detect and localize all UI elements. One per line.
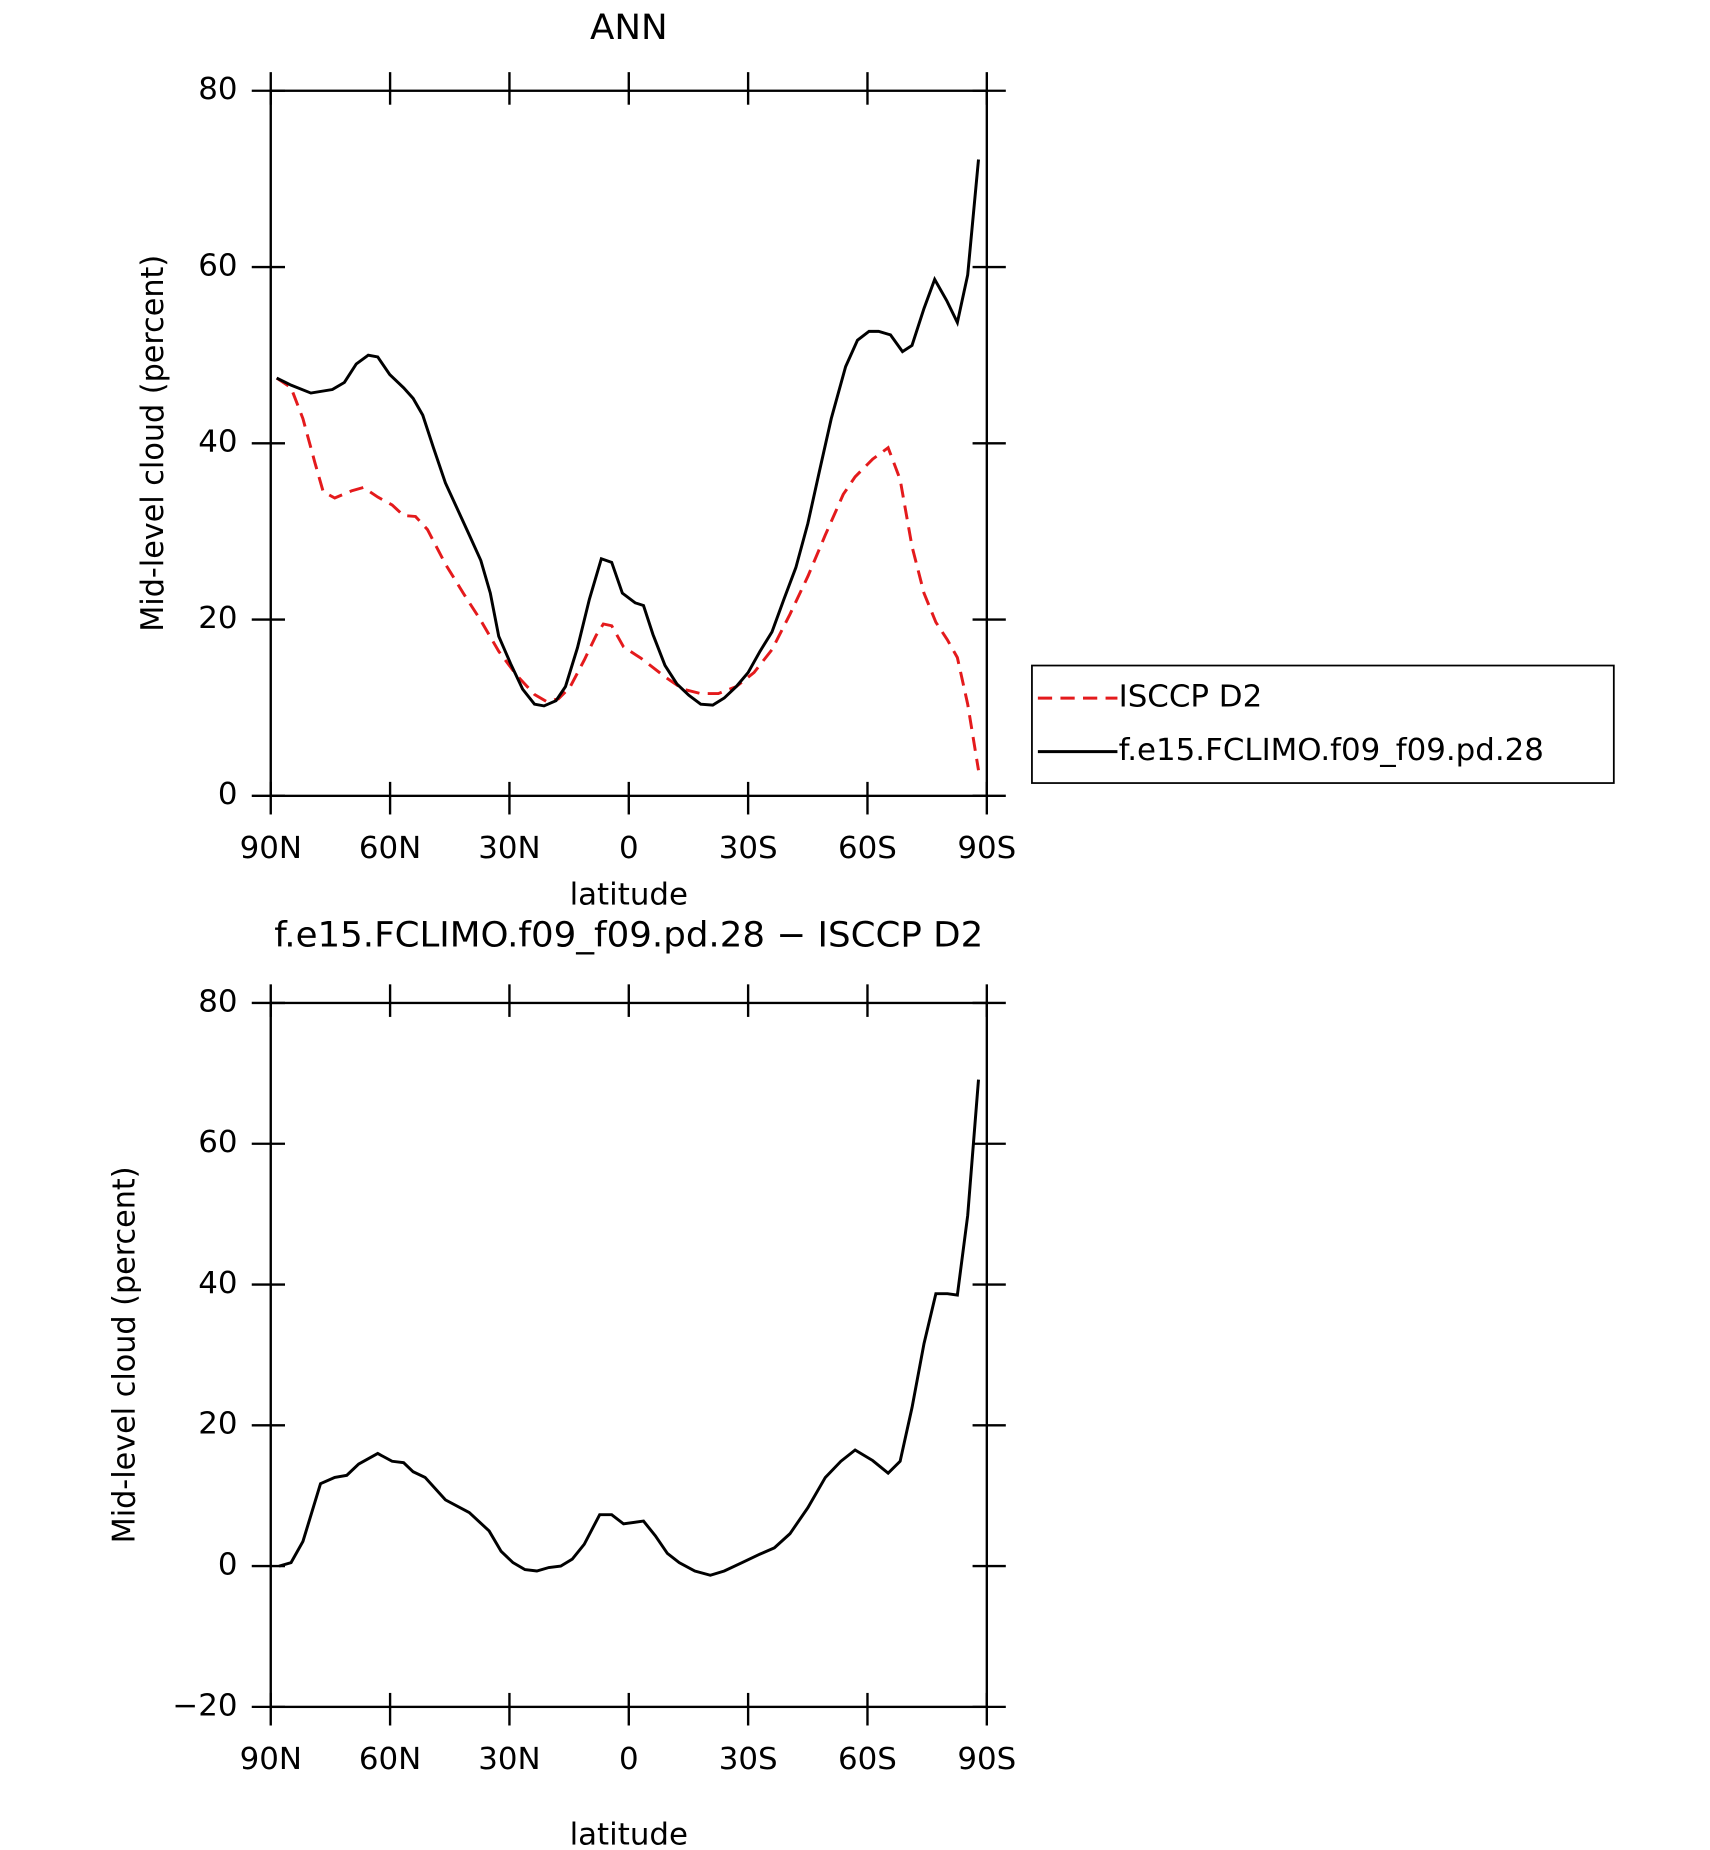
x-tick-label: 60N <box>359 831 421 866</box>
data-line <box>275 376 980 771</box>
y-tick-label: 40 <box>198 1266 237 1301</box>
y-tick-label: 0 <box>218 778 238 813</box>
y-tick-label: 80 <box>198 72 237 107</box>
y-tick-label: 40 <box>198 425 237 460</box>
x-tick-label: 90N <box>240 1742 302 1777</box>
plot-frame <box>269 89 988 798</box>
x-tick-label: 30S <box>719 831 778 866</box>
y-tick-label: 20 <box>198 601 237 636</box>
y-tick-label: 60 <box>198 249 237 284</box>
x-tick-label: 90S <box>957 831 1016 866</box>
y-axis-label: Mid-level cloud (percent) <box>136 255 171 632</box>
y-tick-label: −20 <box>172 1689 237 1724</box>
x-tick-label: 30N <box>478 1742 540 1777</box>
y-tick-label: 0 <box>218 1548 238 1583</box>
x-tick-label: 90S <box>957 1742 1016 1777</box>
chart-title: ANN <box>590 7 668 48</box>
x-tick-label: 0 <box>619 1742 639 1777</box>
x-tick-label: 0 <box>619 831 639 866</box>
y-axis-label: Mid-level cloud (percent) <box>107 1166 142 1543</box>
x-tick-label: 60N <box>359 1742 421 1777</box>
plot-frame <box>269 1001 988 1709</box>
chart-title: f.e15.FCLIMO.f09_f09.pd.28 − ISCCP D2 <box>274 915 983 956</box>
x-tick-label: 30S <box>719 1742 778 1777</box>
x-tick-label: 30N <box>478 831 540 866</box>
x-tick-label: 90N <box>240 831 302 866</box>
x-axis-label: latitude <box>570 878 688 913</box>
legend-label: ISCCP D2 <box>1119 680 1263 715</box>
data-line <box>276 159 980 708</box>
y-tick-label: 80 <box>198 985 237 1020</box>
x-tick-label: 60S <box>838 1742 897 1777</box>
y-tick-label: 20 <box>198 1407 237 1442</box>
x-tick-label: 60S <box>838 831 897 866</box>
x-axis-label: latitude <box>570 1818 688 1850</box>
data-line <box>278 1079 980 1577</box>
legend-box <box>1031 664 1615 784</box>
legend-label: f.e15.FCLIMO.f09_f09.pd.28 <box>1119 733 1544 768</box>
y-tick-label: 60 <box>198 1125 237 1160</box>
